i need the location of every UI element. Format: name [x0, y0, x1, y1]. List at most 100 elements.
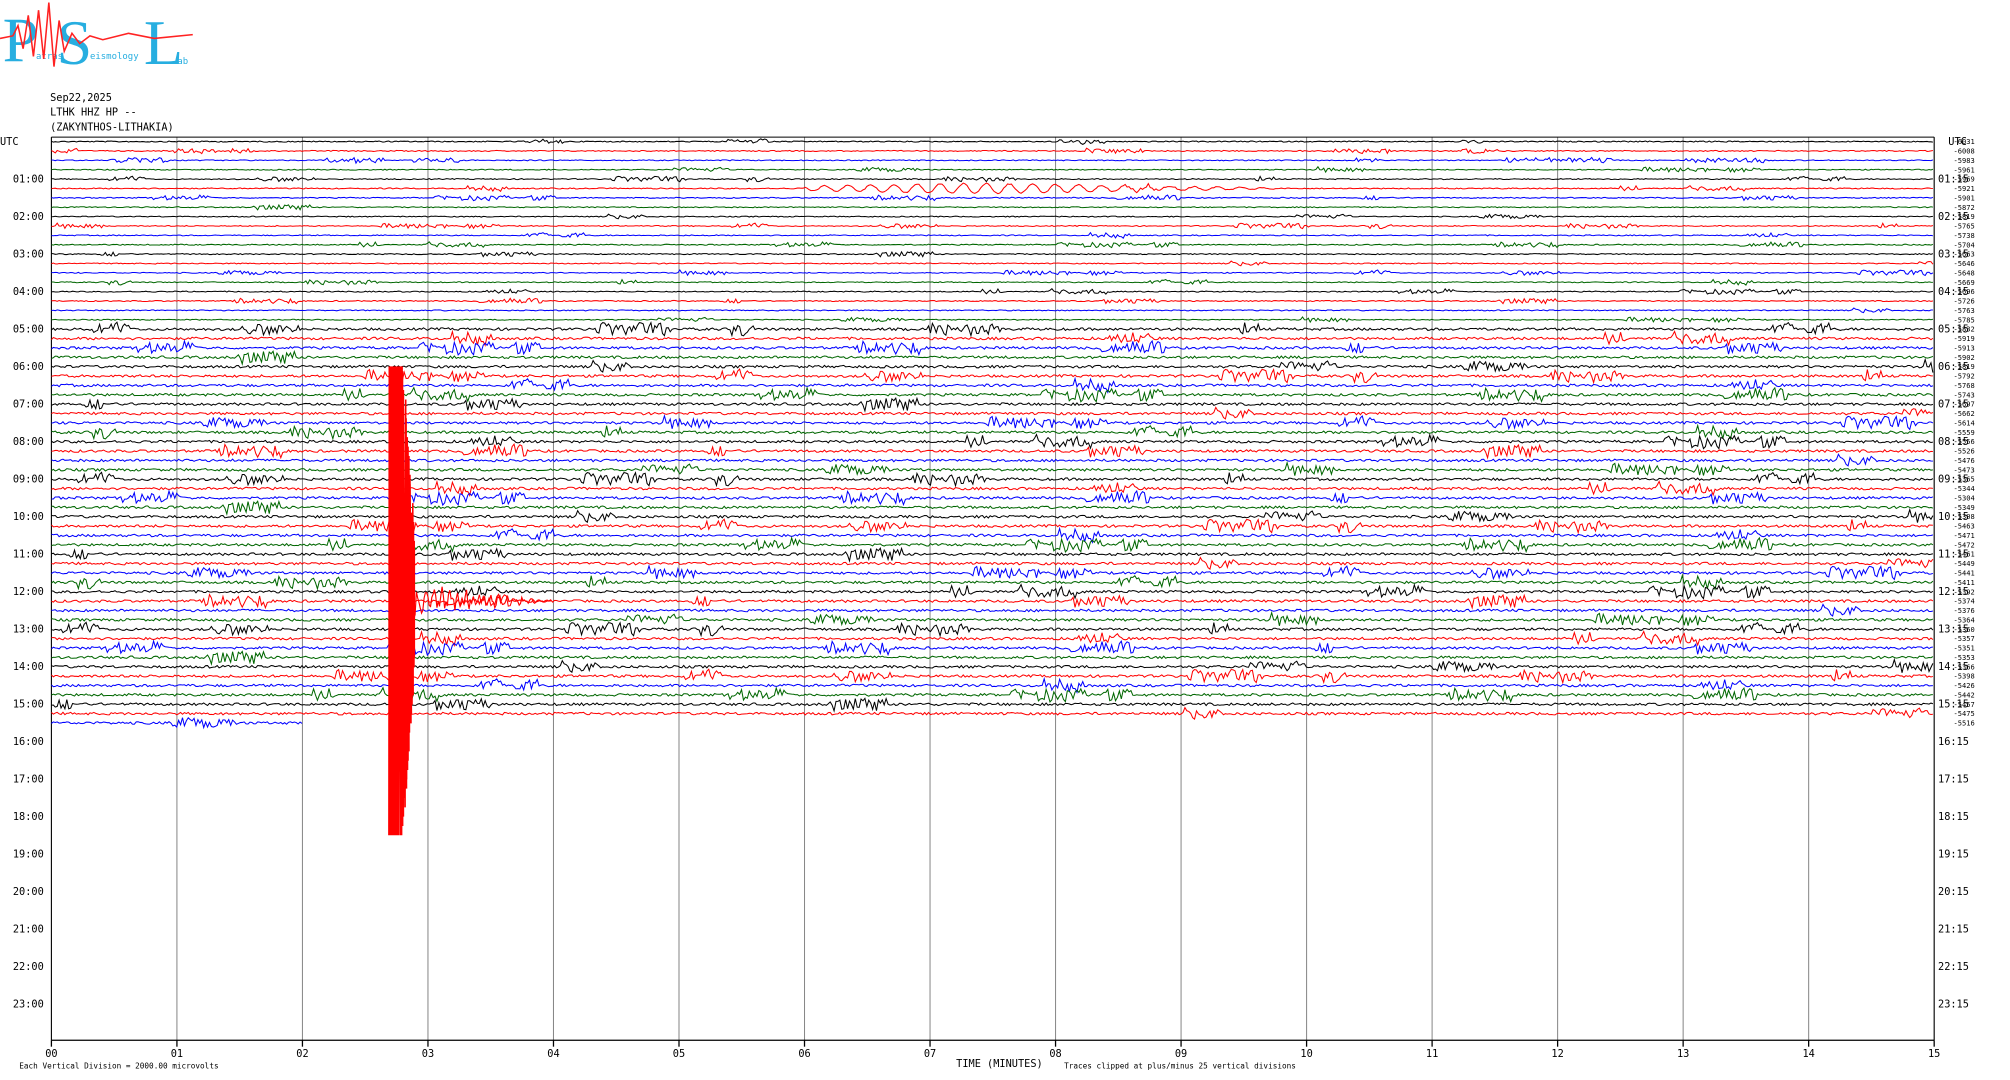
trace: [51, 165, 1934, 174]
trace: [51, 278, 1933, 286]
hour-label: 14:15: [1938, 661, 1969, 673]
hour-label: 20:00: [13, 886, 44, 898]
trace-offset: -5472: [1953, 540, 1974, 549]
trace-offset: -5669: [1953, 278, 1974, 287]
trace-offset: -5426: [1953, 681, 1974, 690]
trace: [51, 518, 1933, 535]
hour-label: 22:00: [13, 961, 44, 973]
trace-offset: -5763: [1953, 306, 1974, 315]
hour-label: 12:00: [13, 586, 44, 598]
hour-label: 17:15: [1938, 773, 1969, 785]
trace-offset: -5442: [1953, 690, 1974, 699]
trace-offset: -5516: [1953, 719, 1974, 728]
trace-offset: -5463: [1953, 522, 1974, 531]
hour-label: 16:00: [13, 736, 44, 748]
trace: [51, 668, 1934, 685]
trace-offset: -5308: [1953, 512, 1974, 521]
trace: [51, 629, 1934, 647]
trace-offset: -5614: [1953, 418, 1974, 427]
hour-label: 11:00: [13, 548, 44, 560]
trace: [51, 593, 1934, 610]
hour-label: 13:00: [13, 623, 44, 635]
trace: [51, 316, 1934, 324]
trace-offset: -5969: [1953, 175, 1974, 184]
hour-label: 03:15: [1938, 248, 1969, 260]
hour-label: 08:15: [1938, 436, 1969, 448]
hour-label: 21:15: [1938, 924, 1969, 936]
hour-label: 21:00: [13, 924, 44, 936]
trace: [51, 423, 1934, 441]
hour-label: 18:00: [13, 811, 44, 823]
trace: [51, 443, 1933, 460]
x-axis-title: TIME (MINUTES): [956, 1058, 1043, 1070]
x-tick-label: 11: [1426, 1048, 1438, 1060]
hour-label: 04:15: [1938, 286, 1969, 298]
station: LTHK HHZ HP --: [50, 106, 137, 118]
hour-label: 22:15: [1938, 961, 1969, 973]
trace-offset: -5662: [1953, 409, 1974, 418]
trace-offset: -5768: [1953, 381, 1974, 390]
x-tick-label: 02: [296, 1048, 308, 1060]
trace-offset: -5726: [1953, 297, 1974, 306]
trace-offset: -5919: [1953, 334, 1974, 343]
trace: [51, 213, 1933, 220]
trace-offset: -5743: [1953, 390, 1974, 399]
trace: [51, 241, 1934, 249]
x-tick-label: 03: [422, 1048, 434, 1060]
trace: [51, 479, 1933, 497]
trace-offset: -5646: [1953, 259, 1974, 268]
hour-label: 15:15: [1938, 698, 1969, 710]
trace-offset: -5526: [1953, 447, 1974, 456]
trace: [51, 413, 1934, 431]
trace-offset: -5344: [1953, 484, 1974, 493]
hour-label: 11:15: [1938, 548, 1969, 560]
trace-offset: -5353: [1953, 653, 1974, 662]
utc-label: UTC: [0, 136, 19, 148]
hour-label: 02:15: [1938, 211, 1969, 223]
trace-offset: -5366: [1953, 662, 1974, 671]
trace-offset: -5901: [1953, 193, 1974, 202]
trace: [51, 657, 1934, 674]
hour-label: 01:00: [13, 173, 44, 185]
trace: [51, 182, 1933, 195]
trace: [51, 536, 1934, 554]
trace-offset: -5704: [1953, 240, 1974, 249]
logo-small: atras: [36, 52, 63, 62]
trace: [51, 489, 1934, 507]
trace: [51, 453, 1933, 467]
trace: [51, 499, 1934, 516]
trace-offset: -5349: [1953, 503, 1974, 512]
hour-label: 08:00: [13, 436, 44, 448]
x-tick-label: 10: [1300, 1048, 1312, 1060]
trace: [51, 471, 1934, 488]
x-tick-label: 00: [45, 1048, 57, 1060]
trace: [51, 706, 1933, 720]
hour-label: 12:15: [1938, 586, 1969, 598]
trace-offset: -5476: [1953, 456, 1974, 465]
trace: [51, 582, 1934, 600]
hour-label: 05:00: [13, 323, 44, 335]
trace-offset: -5304: [1953, 494, 1974, 503]
trace-offset: -5398: [1953, 672, 1974, 681]
trace: [51, 696, 1934, 713]
hour-label: 14:00: [13, 661, 44, 673]
date: Sep22,2025: [50, 92, 112, 104]
trace-offset: -5921: [1953, 184, 1974, 193]
logo-letter: L: [144, 7, 183, 78]
trace: [51, 546, 1934, 563]
hour-label: 18:15: [1938, 811, 1969, 823]
trace-offset: -5832: [1953, 325, 1974, 334]
logo-wave: [0, 2, 193, 67]
x-tick-label: 15: [1928, 1048, 1940, 1060]
trace-offset: -5663: [1953, 250, 1974, 259]
hour-label: 23:00: [13, 999, 44, 1011]
x-tick-label: 01: [171, 1048, 183, 1060]
x-tick-label: 07: [924, 1048, 936, 1060]
trace: [51, 321, 1934, 338]
trace-offset: -5449: [1953, 559, 1974, 568]
trace-offset: -6008: [1953, 147, 1974, 156]
hour-label: 07:00: [13, 398, 44, 410]
x-tick-label: 14: [1802, 1048, 1814, 1060]
logo-small: eismology: [90, 52, 139, 62]
